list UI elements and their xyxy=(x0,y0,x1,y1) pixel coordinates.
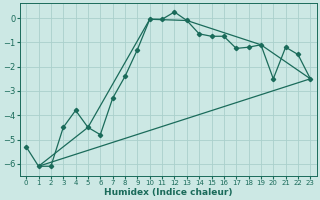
X-axis label: Humidex (Indice chaleur): Humidex (Indice chaleur) xyxy=(104,188,233,197)
